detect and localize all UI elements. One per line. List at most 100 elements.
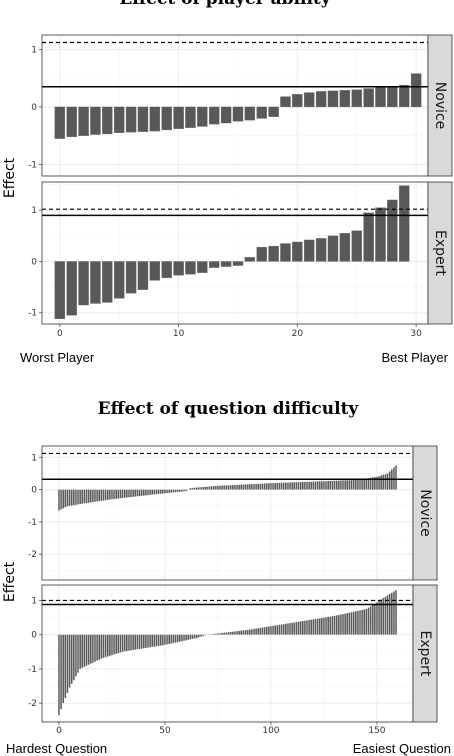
bar bbox=[276, 624, 279, 635]
bar bbox=[142, 634, 145, 649]
bar bbox=[90, 261, 101, 304]
y-tick-label: 0 bbox=[31, 486, 37, 496]
bar bbox=[125, 489, 128, 498]
y-axis-label: Effect bbox=[2, 157, 18, 198]
bar bbox=[282, 623, 285, 635]
y-tick-label: -2 bbox=[28, 699, 37, 709]
bar bbox=[359, 479, 361, 490]
bar bbox=[280, 243, 291, 262]
bar bbox=[367, 607, 370, 635]
bar bbox=[223, 485, 226, 490]
bar bbox=[316, 618, 319, 635]
bar bbox=[220, 106, 232, 124]
bar bbox=[229, 631, 232, 635]
bar bbox=[153, 634, 156, 647]
bar bbox=[314, 618, 317, 635]
bar bbox=[189, 487, 192, 490]
bar bbox=[306, 481, 308, 490]
bar bbox=[318, 481, 321, 490]
bar bbox=[212, 633, 215, 635]
y-tick-label: 1 bbox=[31, 206, 37, 216]
bar bbox=[172, 489, 175, 493]
bar bbox=[183, 489, 185, 492]
bar bbox=[83, 634, 86, 667]
bar bbox=[327, 90, 339, 108]
bar bbox=[352, 479, 355, 490]
bar bbox=[292, 241, 303, 262]
bar bbox=[153, 489, 156, 495]
bar bbox=[371, 477, 374, 490]
bar bbox=[100, 634, 103, 659]
bar bbox=[147, 489, 149, 496]
bar bbox=[151, 634, 154, 648]
bar bbox=[367, 477, 370, 490]
bar bbox=[149, 261, 161, 281]
panel-expert: -2 -1 0 1 Expert 0 50 100 150 bbox=[28, 584, 438, 736]
bar bbox=[289, 622, 291, 635]
bar bbox=[373, 476, 376, 490]
bar bbox=[250, 629, 253, 635]
bar bbox=[392, 467, 395, 490]
bar bbox=[102, 489, 105, 501]
bar bbox=[54, 106, 66, 139]
bar bbox=[333, 480, 336, 490]
bar bbox=[295, 621, 298, 635]
bar bbox=[125, 634, 128, 652]
panel-background bbox=[42, 446, 413, 580]
bar bbox=[91, 634, 94, 663]
bar bbox=[395, 465, 397, 490]
bar bbox=[265, 483, 268, 490]
bar bbox=[104, 634, 107, 658]
bar bbox=[155, 634, 158, 647]
bar bbox=[147, 634, 149, 648]
bar bbox=[256, 246, 267, 262]
bar bbox=[202, 634, 205, 637]
bar bbox=[197, 261, 208, 273]
bar bbox=[200, 634, 202, 637]
bar bbox=[138, 634, 141, 650]
bar bbox=[382, 474, 385, 490]
bar bbox=[172, 634, 175, 644]
bar bbox=[166, 489, 169, 494]
bar bbox=[354, 479, 357, 490]
bar bbox=[159, 634, 162, 646]
bar bbox=[115, 634, 118, 654]
bar bbox=[369, 477, 372, 490]
chart-question-difficulty: Effect of question difficulty Effect -2-… bbox=[2, 399, 451, 756]
bar bbox=[123, 634, 126, 652]
bar bbox=[168, 489, 171, 494]
facet-strip bbox=[427, 181, 453, 325]
bar bbox=[219, 485, 222, 490]
bar bbox=[301, 481, 304, 490]
bar bbox=[70, 489, 73, 506]
bar bbox=[104, 489, 107, 501]
y-tick-label: 0 bbox=[31, 103, 37, 113]
bar bbox=[399, 84, 410, 108]
bar bbox=[318, 618, 321, 635]
bar bbox=[193, 634, 196, 639]
bar bbox=[289, 482, 291, 490]
bar bbox=[361, 609, 364, 635]
bar bbox=[206, 486, 209, 490]
bar bbox=[293, 622, 296, 635]
bar bbox=[219, 633, 222, 635]
bar bbox=[115, 489, 118, 499]
bar bbox=[149, 634, 152, 648]
bar bbox=[189, 634, 192, 640]
bar bbox=[386, 473, 389, 490]
x-tick-label: 20 bbox=[292, 329, 304, 339]
bar bbox=[193, 487, 196, 490]
bar bbox=[268, 245, 279, 262]
bar bbox=[209, 106, 220, 125]
x-tick-label: 10 bbox=[173, 329, 185, 339]
bar bbox=[185, 261, 196, 275]
bar bbox=[376, 602, 378, 635]
bar bbox=[284, 623, 287, 635]
bar bbox=[350, 479, 353, 490]
bar bbox=[180, 489, 183, 492]
bar bbox=[388, 471, 391, 490]
bar bbox=[278, 624, 281, 635]
bar bbox=[304, 239, 315, 262]
bar bbox=[108, 634, 111, 656]
bar bbox=[66, 634, 69, 693]
